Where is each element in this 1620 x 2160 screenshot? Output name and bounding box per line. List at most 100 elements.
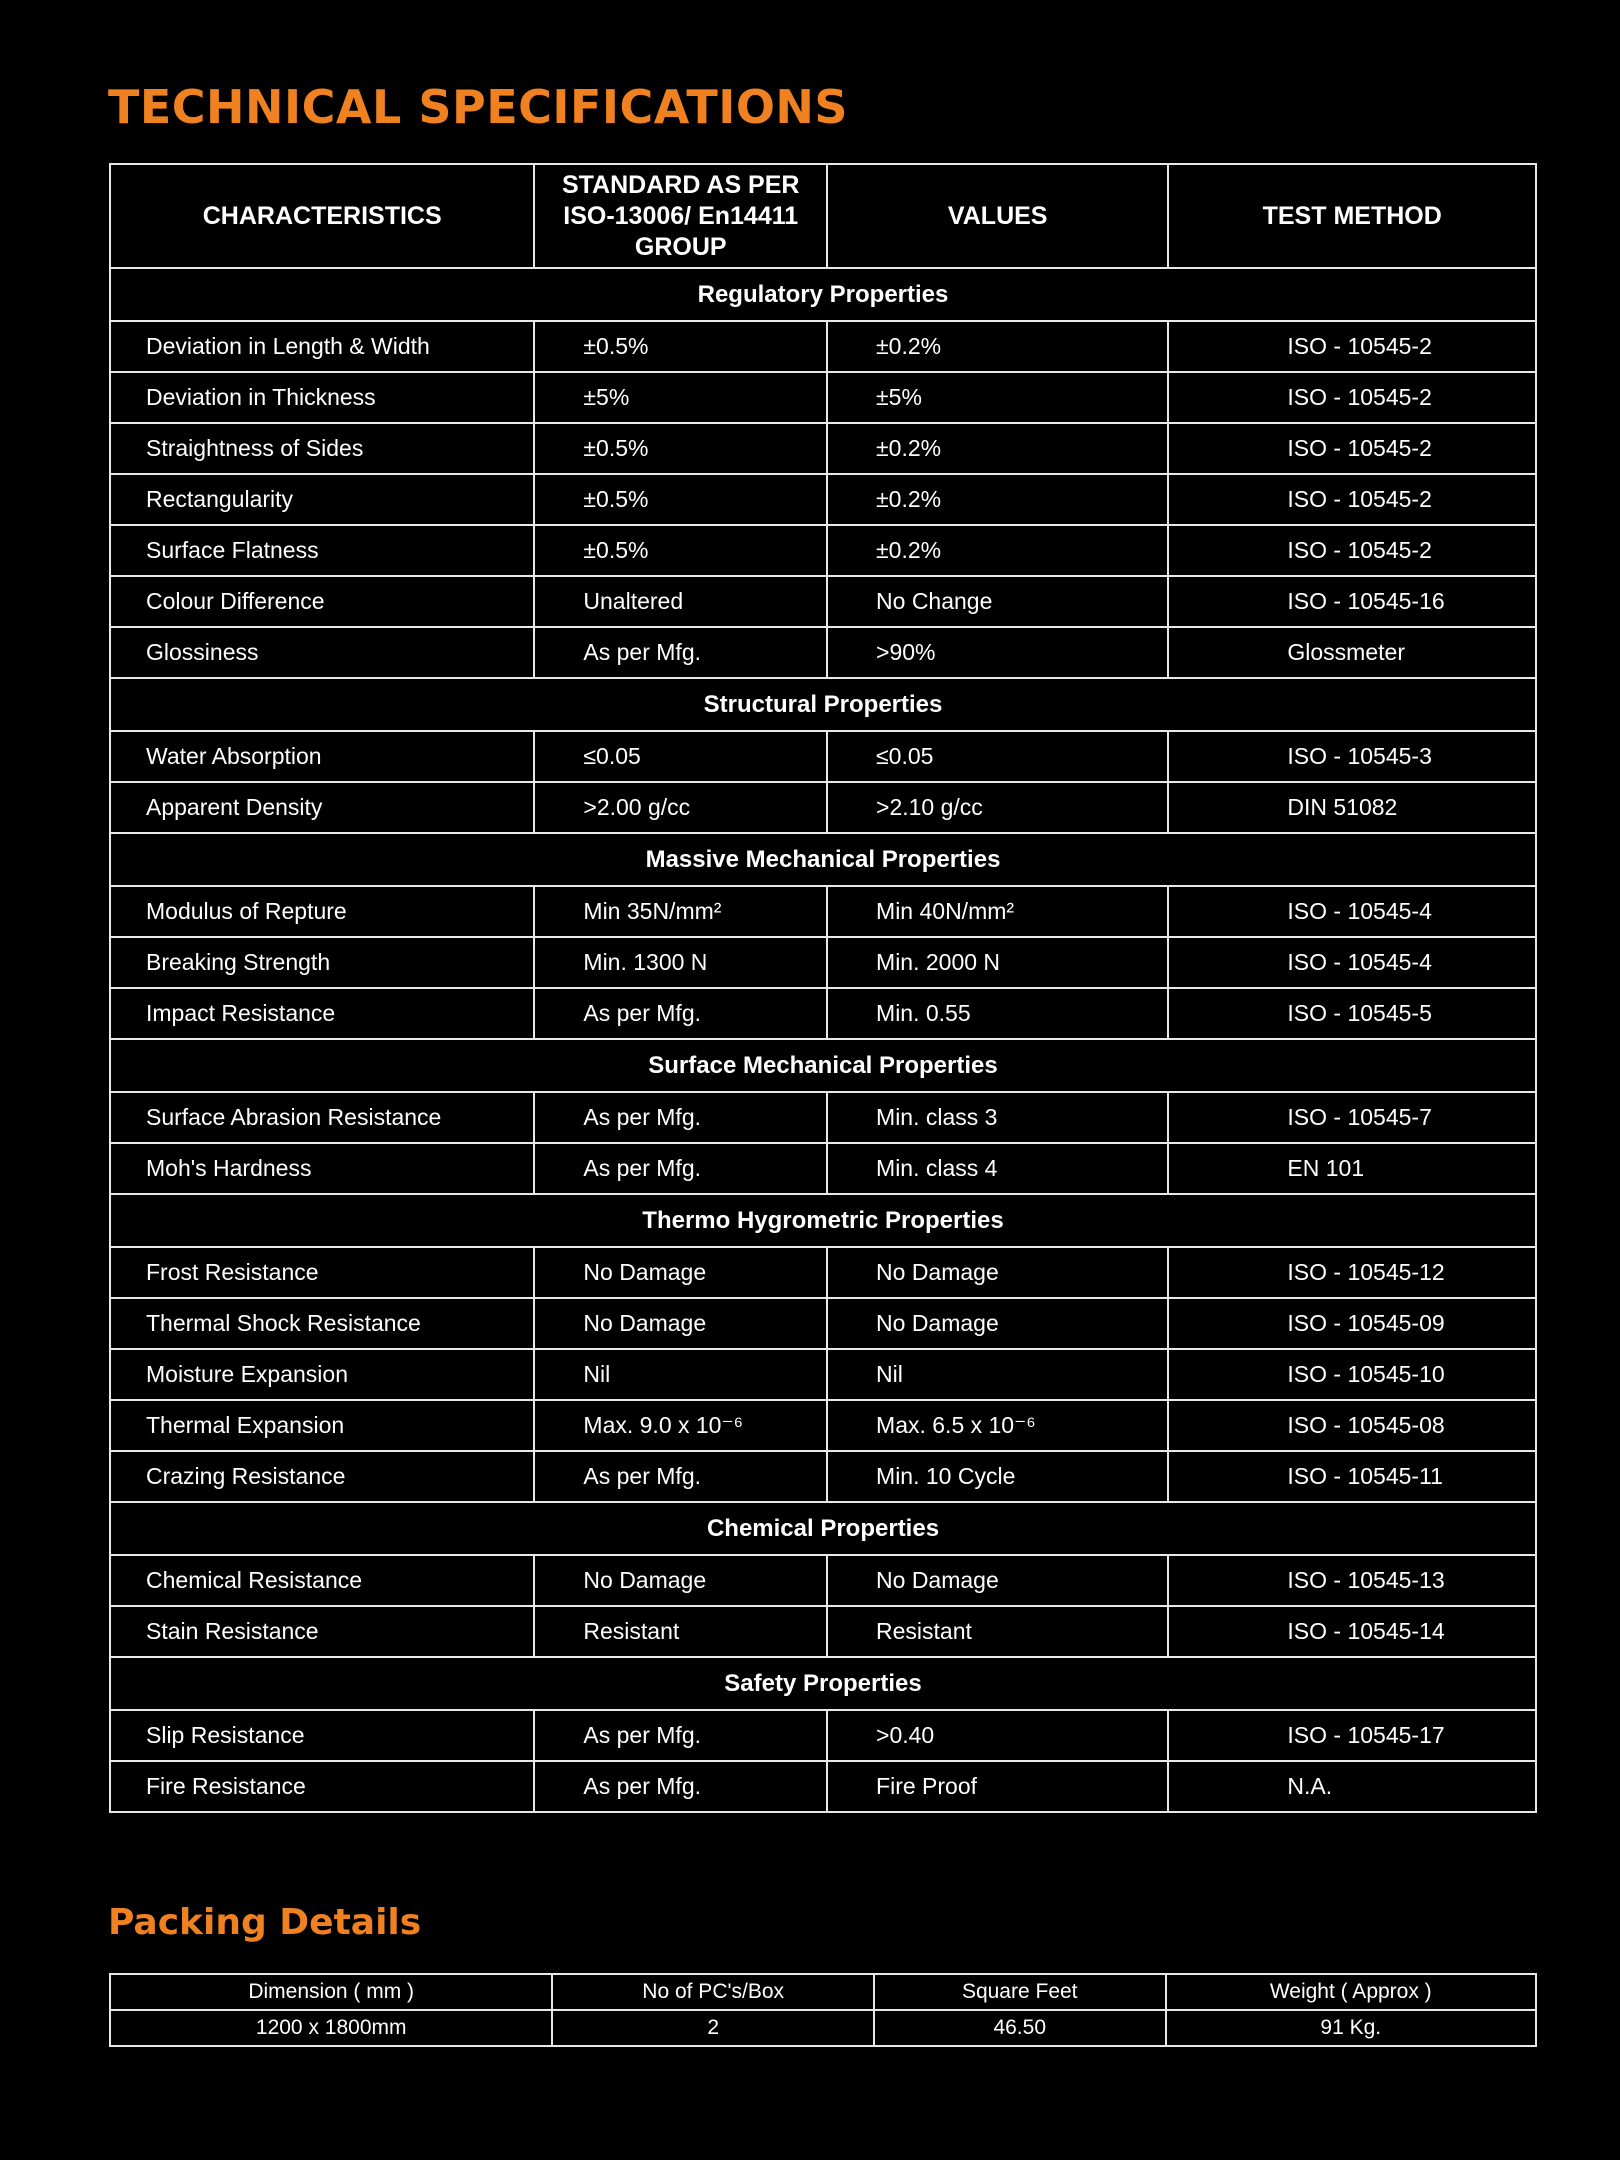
section-title: Surface Mechanical Properties <box>109 1038 1537 1093</box>
characteristic-cell: Slip Resistance <box>108 1709 536 1762</box>
standard-value-cell: ≤0.05 <box>533 730 829 783</box>
value-cell: ±0.2% <box>826 320 1170 373</box>
test-method-cell: ISO - 10545-3 <box>1167 730 1537 783</box>
standard-value-cell: No Damage <box>533 1246 829 1299</box>
table-row: Fire Resistance As per Mfg. Fire Proof N.A. <box>108 1760 1537 1813</box>
table-row: Deviation in Length & Width ±0.5% ±0.2% ISO… <box>108 320 1537 373</box>
characteristic-cell: Surface Abrasion Resistance <box>108 1091 536 1144</box>
value-cell: ±5% <box>826 371 1170 424</box>
standard-value-cell: Min 35N/mm² <box>533 885 829 938</box>
value-cell: Min. 0.55 <box>826 987 1170 1040</box>
test-method-cell: ISO - 10545-2 <box>1167 371 1537 424</box>
value-cell: Min. class 3 <box>826 1091 1170 1144</box>
characteristic-cell: Impact Resistance <box>108 987 536 1040</box>
table-row: Thermal Expansion Max. 9.0 x 10⁻⁶ Max. 6.5… <box>108 1399 1537 1452</box>
technical-specifications-table: CHARACTERISTICS STANDARD AS PER ISO-1300… <box>108 163 1537 1813</box>
value-cell: Min. 10 Cycle <box>826 1450 1170 1503</box>
standard-value-cell: Nil <box>533 1348 829 1401</box>
packing-title: Packing Details <box>108 1902 422 1943</box>
characteristic-cell: Straightness of Sides <box>108 422 536 475</box>
test-method-cell: ISO - 10545-11 <box>1167 1450 1537 1503</box>
standard-value-cell: Min. 1300 N <box>533 936 829 989</box>
standard-value-cell: Unaltered <box>533 575 829 628</box>
standard-value-cell: As per Mfg. <box>533 1760 829 1813</box>
standard-value-cell: ±0.5% <box>533 473 829 526</box>
table-row: Apparent Density >2.00 g/cc >2.10 g/cc DIN … <box>108 781 1537 834</box>
section-title: Chemical Properties <box>109 1501 1537 1556</box>
value-cell: Max. 6.5 x 10⁻⁶ <box>826 1399 1170 1452</box>
characteristic-cell: Thermal Shock Resistance <box>108 1297 536 1350</box>
section-row: Structural Properties <box>109 677 1537 732</box>
table-row: Rectangularity ±0.5% ±0.2% ISO - 10545-2 <box>108 473 1537 526</box>
test-method-cell: ISO - 10545-13 <box>1167 1554 1537 1607</box>
table-row: Moisture Expansion Nil Nil ISO - 10545-10 <box>108 1348 1537 1401</box>
test-method-cell: ISO - 10545-09 <box>1167 1297 1537 1350</box>
table-row: Slip Resistance As per Mfg. >0.40 ISO - 105… <box>108 1709 1537 1762</box>
table-row: Surface Flatness ±0.5% ±0.2% ISO - 10545-2 <box>108 524 1537 577</box>
characteristic-cell: Crazing Resistance <box>108 1450 536 1503</box>
page-title: TECHNICAL SPECIFICATIONS <box>108 80 849 134</box>
packing-weight: 91 Kg. <box>1164 2009 1538 2047</box>
table-row: Deviation in Thickness ±5% ±5% ISO - 10545-… <box>108 371 1537 424</box>
test-method-cell: EN 101 <box>1167 1142 1537 1195</box>
test-method-cell: ISO - 10545-5 <box>1167 987 1537 1040</box>
standard-value-cell: >2.00 g/cc <box>533 781 829 834</box>
value-cell: ±0.2% <box>826 422 1170 475</box>
table-row: Water Absorption ≤0.05 ≤0.05 ISO - 10545-3 <box>108 730 1537 783</box>
table-row: Modulus of Repture Min 35N/mm² Min 40N/mm²… <box>108 885 1537 938</box>
characteristic-cell: Deviation in Length & Width <box>108 320 536 373</box>
header-standard-text: STANDARD AS PER ISO-13006/ En14411 GROUP <box>561 170 800 261</box>
characteristic-cell: Fire Resistance <box>108 1760 536 1813</box>
value-cell: No Damage <box>826 1554 1170 1607</box>
section-title: Structural Properties <box>109 677 1537 732</box>
section-row: Surface Mechanical Properties <box>109 1038 1537 1093</box>
section-row: Thermo Hygrometric Properties <box>109 1193 1537 1248</box>
value-cell: ±0.2% <box>826 473 1170 526</box>
test-method-cell: ISO - 10545-2 <box>1167 473 1537 526</box>
characteristic-cell: Breaking Strength <box>108 936 536 989</box>
value-cell: No Change <box>826 575 1170 628</box>
characteristic-cell: Moh's Hardness <box>108 1142 536 1195</box>
value-cell: Min 40N/mm² <box>826 885 1170 938</box>
value-cell: >0.40 <box>826 1709 1170 1762</box>
characteristic-cell: Deviation in Thickness <box>108 371 536 424</box>
table-row: Crazing Resistance As per Mfg. Min. 10 Cyc… <box>108 1450 1537 1503</box>
packing-header-row: Dimension ( mm ) No of PC's/Box Square F… <box>108 1973 1538 2011</box>
value-cell: ≤0.05 <box>826 730 1170 783</box>
table-header-row: CHARACTERISTICS STANDARD AS PER ISO-1300… <box>108 163 1537 269</box>
value-cell: No Damage <box>826 1297 1170 1350</box>
table-row: Glossiness As per Mfg. >90% Glossmeter <box>108 626 1537 679</box>
value-cell: ±0.2% <box>826 524 1170 577</box>
value-cell: Fire Proof <box>826 1760 1170 1813</box>
characteristic-cell: Glossiness <box>108 626 536 679</box>
value-cell: Nil <box>826 1348 1170 1401</box>
standard-value-cell: As per Mfg. <box>533 1450 829 1503</box>
table-row: Moh's Hardness As per Mfg. Min. class 4 EN … <box>108 1142 1537 1195</box>
test-method-cell: ISO - 10545-2 <box>1167 422 1537 475</box>
test-method-cell: N.A. <box>1167 1760 1537 1813</box>
characteristic-cell: Rectangularity <box>108 473 536 526</box>
table-row: Chemical Resistance No Damage No Damage ISO… <box>108 1554 1537 1607</box>
characteristic-cell: Chemical Resistance <box>108 1554 536 1607</box>
section-title: Regulatory Properties <box>109 267 1537 322</box>
characteristic-cell: Moisture Expansion <box>108 1348 536 1401</box>
standard-value-cell: ±0.5% <box>533 524 829 577</box>
standard-value-cell: Max. 9.0 x 10⁻⁶ <box>533 1399 829 1452</box>
value-cell: >90% <box>826 626 1170 679</box>
section-row: Safety Properties <box>109 1656 1537 1711</box>
test-method-cell: ISO - 10545-2 <box>1167 320 1537 373</box>
test-method-cell: ISO - 10545-4 <box>1167 936 1537 989</box>
test-method-cell: ISO - 10545-17 <box>1167 1709 1537 1762</box>
characteristic-cell: Modulus of Repture <box>108 885 536 938</box>
value-cell: >2.10 g/cc <box>826 781 1170 834</box>
section-row: Regulatory Properties <box>109 267 1537 322</box>
table-row: Stain Resistance Resistant Resistant ISO - … <box>108 1605 1537 1658</box>
packing-table: Dimension ( mm ) No of PC's/Box Square F… <box>108 1973 1538 2047</box>
packing-dimension: 1200 x 1800mm <box>108 2009 554 2047</box>
packing-row: 1200 x 1800mm 2 46.50 91 Kg. <box>108 2009 1538 2047</box>
characteristic-cell: Stain Resistance <box>108 1605 536 1658</box>
table-row: Surface Abrasion Resistance As per Mfg. Mi… <box>108 1091 1537 1144</box>
packing-header-weight: Weight ( Approx ) <box>1164 1973 1538 2011</box>
header-values: VALUES <box>826 163 1170 269</box>
